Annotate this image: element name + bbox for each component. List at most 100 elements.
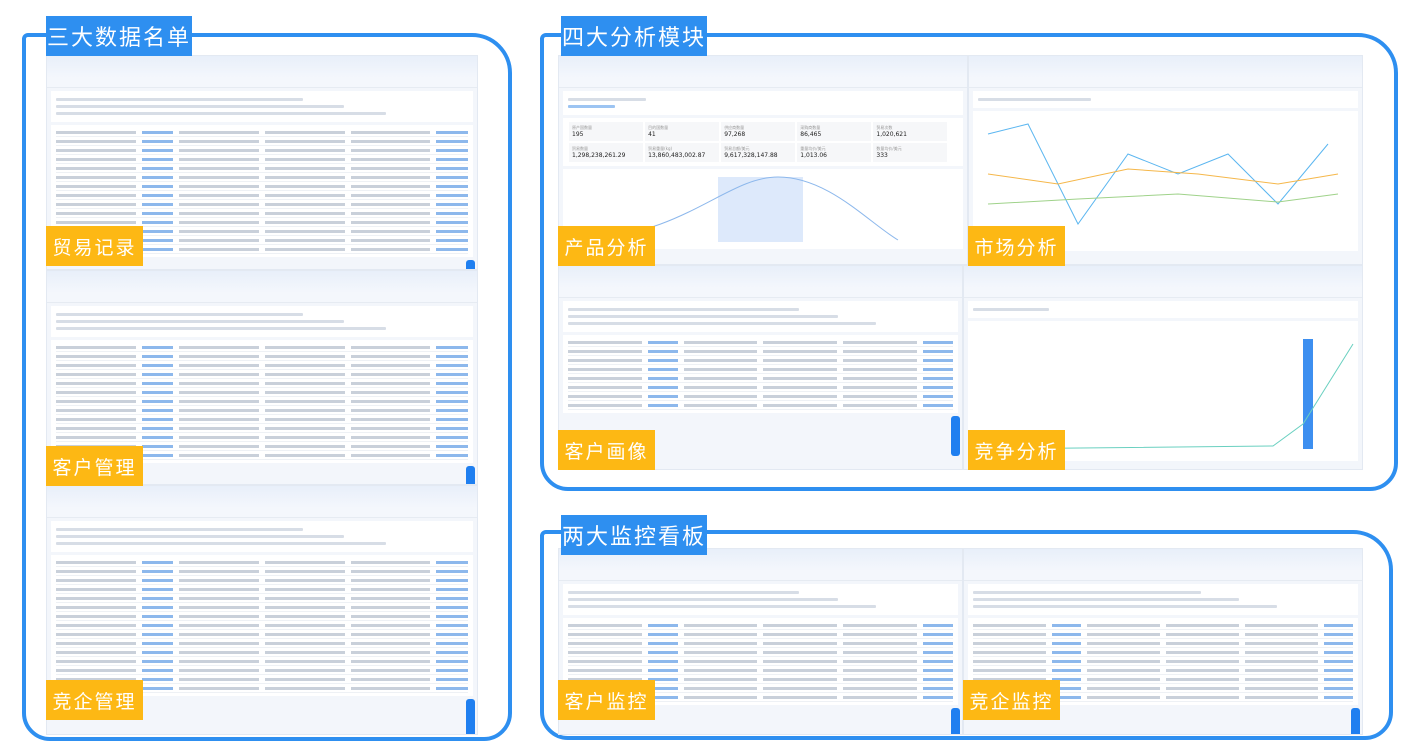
filter-area (563, 584, 958, 615)
label-market-analysis: 市场分析 (968, 226, 1065, 266)
table-row (56, 657, 468, 666)
table-row (568, 401, 953, 410)
table-row (568, 630, 953, 639)
table-row (568, 356, 953, 365)
label-competitor-monitor: 竞企监控 (963, 680, 1060, 720)
table-row (568, 657, 953, 666)
feedback-button[interactable] (466, 466, 475, 484)
table-row (568, 347, 953, 356)
table-row (56, 137, 468, 146)
analysis-title: 四大分析模块 (561, 16, 707, 56)
stat-value: 1,298,238,261.29 (572, 152, 626, 159)
stat-label: 供应商数量 (724, 125, 745, 130)
table-row (973, 621, 1354, 630)
stat-label: 贸易重量(kg) (648, 146, 673, 151)
market-line-chart (987, 123, 1339, 225)
data-lists-panel (22, 33, 512, 741)
table-row (568, 675, 953, 684)
table-row (56, 361, 468, 370)
app-header (559, 266, 962, 288)
table-row (56, 603, 468, 612)
product-overview-stats: 原产国数量 195 目的国数量 41 供应商数量 97,268 采购商数量 86,465 贸易次… (563, 118, 963, 166)
competition-bar-chart (982, 339, 1354, 450)
stat-label: 贸易数量 (572, 146, 588, 151)
customer-management-screenshot (46, 270, 478, 485)
stat-card: 重量均价/美元 1,013.06 (797, 143, 872, 162)
table-row (56, 388, 468, 397)
table-row (56, 182, 468, 191)
table-row (56, 379, 468, 388)
table-row (56, 576, 468, 585)
table-row (56, 397, 468, 406)
table-row (56, 648, 468, 657)
data-table (563, 335, 958, 413)
feedback-button[interactable] (1351, 708, 1360, 734)
feedback-button[interactable] (466, 260, 475, 269)
stat-value: 41 (648, 131, 656, 138)
competitor-management-screenshot (46, 485, 478, 735)
table-row (56, 567, 468, 576)
stat-value: 86,465 (800, 131, 822, 138)
table-row (568, 338, 953, 347)
stat-card: 原产国数量 195 (569, 122, 644, 141)
stat-label: 重量均价/美元 (800, 146, 826, 151)
table-row (568, 639, 953, 648)
table-row (56, 191, 468, 200)
app-header (47, 271, 477, 293)
filter-area (51, 306, 473, 337)
table-row (56, 343, 468, 352)
table-row (973, 675, 1354, 684)
table-row (56, 155, 468, 164)
table-row (56, 209, 468, 218)
data-lists-title: 三大数据名单 (46, 16, 192, 56)
table-row (56, 370, 468, 379)
table-row (56, 585, 468, 594)
customer-profile-screenshot (558, 265, 963, 470)
table-row (56, 630, 468, 639)
stat-value: 97,268 (724, 131, 746, 138)
table-row (568, 621, 953, 630)
monitor-title: 两大监控看板 (561, 515, 707, 555)
label-trade-records: 贸易记录 (46, 226, 143, 266)
table-row (56, 666, 468, 675)
table-row (568, 374, 953, 383)
stat-label: 贸易总额/美元 (724, 146, 750, 151)
table-row (973, 666, 1354, 675)
table-row (56, 433, 468, 442)
stat-value: 13,860,483,002.87 (648, 152, 706, 159)
table-row (56, 424, 468, 433)
label-customer-management: 客户管理 (46, 446, 143, 486)
app-header (47, 486, 477, 508)
stat-card: 供应商数量 97,268 (721, 122, 796, 141)
table-row (56, 200, 468, 209)
label-competitor-management: 竞企管理 (46, 680, 143, 720)
stat-value: 9,617,328,147.88 (724, 152, 778, 159)
data-table (968, 618, 1358, 705)
feedback-button[interactable] (951, 416, 960, 456)
feedback-button[interactable] (466, 699, 475, 734)
stat-card: 贸易总额/美元 9,617,328,147.88 (721, 143, 796, 162)
label-product-analysis: 产品分析 (558, 226, 655, 266)
table-row (56, 415, 468, 424)
stat-card: 目的国数量 41 (645, 122, 720, 141)
stat-value: 333 (876, 152, 888, 159)
customer-monitor-screenshot (558, 548, 963, 735)
competitor-monitor-screenshot (963, 548, 1363, 735)
table-row (56, 352, 468, 361)
filter-area (968, 584, 1358, 615)
feedback-button[interactable] (951, 708, 960, 734)
table-row (568, 383, 953, 392)
filter-area (563, 301, 958, 332)
table-row (56, 612, 468, 621)
table-row (973, 630, 1354, 639)
stat-label: 数量均价/美元 (876, 146, 902, 151)
stat-card: 贸易重量(kg) 13,860,483,002.87 (645, 143, 720, 162)
table-row (56, 558, 468, 567)
analysis-panel (540, 33, 1398, 491)
label-customer-profile: 客户画像 (558, 430, 655, 470)
table-row (56, 164, 468, 173)
filter-area (51, 521, 473, 552)
table-row (568, 365, 953, 374)
monitor-panel (540, 530, 1393, 740)
table-row (56, 621, 468, 630)
